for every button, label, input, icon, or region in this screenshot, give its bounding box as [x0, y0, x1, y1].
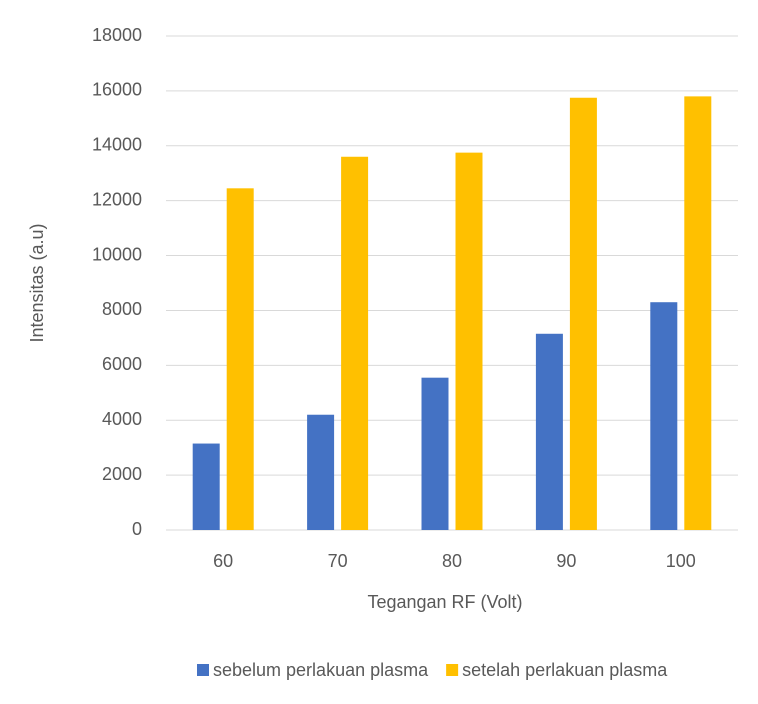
x-tick-label: 90 — [556, 551, 576, 571]
y-tick-label: 2000 — [102, 464, 142, 484]
legend-label: sebelum perlakuan plasma — [213, 660, 429, 680]
bar — [684, 96, 711, 530]
bar — [341, 157, 368, 530]
y-axis-title: Intensitas (a.u) — [27, 223, 47, 342]
bar — [307, 415, 334, 530]
y-tick-label: 4000 — [102, 409, 142, 429]
bar — [536, 334, 563, 530]
y-tick-label: 16000 — [92, 80, 142, 100]
y-tick-label: 12000 — [92, 189, 142, 209]
y-tick-label: 10000 — [92, 244, 142, 264]
y-tick-label: 0 — [132, 519, 142, 539]
bar — [422, 378, 449, 530]
y-tick-label: 8000 — [102, 299, 142, 319]
y-tick-label: 18000 — [92, 25, 142, 45]
y-tick-label: 14000 — [92, 135, 142, 155]
bar — [650, 302, 677, 530]
bar — [193, 444, 220, 530]
bar — [570, 98, 597, 530]
x-tick-label: 100 — [666, 551, 696, 571]
bar — [456, 153, 483, 530]
bar — [227, 188, 254, 530]
x-axis-title: Tegangan RF (Volt) — [367, 592, 522, 612]
x-tick-label: 60 — [213, 551, 233, 571]
chart: Intensitas (a.u) Tegangan RF (Volt) 0 200… — [0, 0, 758, 704]
legend-swatch — [446, 664, 458, 676]
y-tick-label: 6000 — [102, 354, 142, 374]
x-tick-label: 80 — [442, 551, 462, 571]
x-tick-label: 70 — [328, 551, 348, 571]
legend-swatch — [197, 664, 209, 676]
legend-label: setelah perlakuan plasma — [462, 660, 668, 680]
